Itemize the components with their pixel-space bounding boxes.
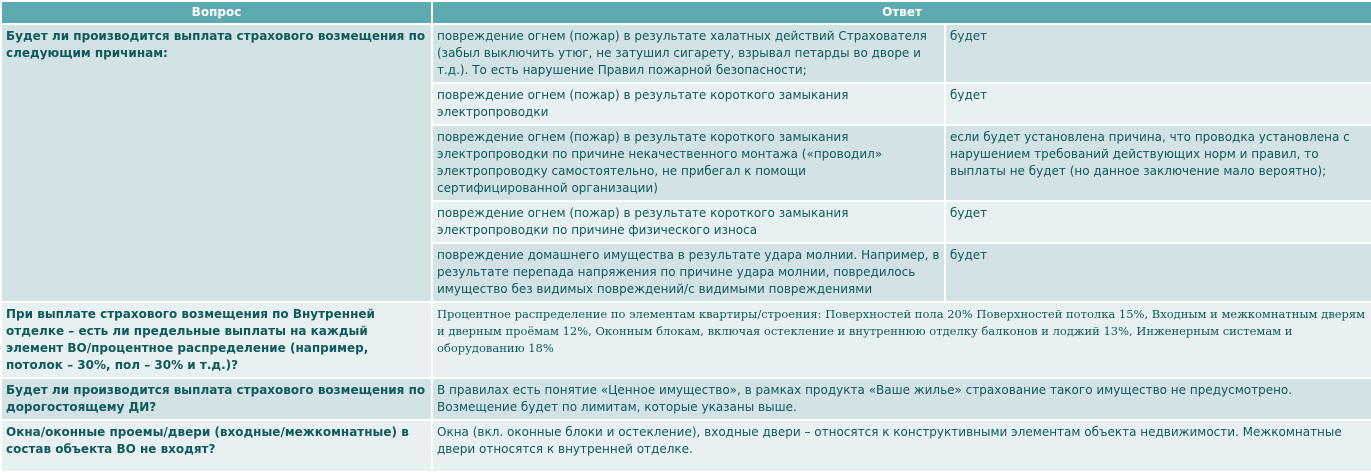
question-cell: Будет ли производится выплата страхового… [0, 23, 433, 303]
question-cell: Окна/оконные проемы/двери (входные/межко… [0, 419, 433, 473]
table-row: Окна/оконные проемы/двери (входные/межко… [0, 419, 1371, 473]
table-row: повреждение огнем (пожар) в рeзультате к… [1, 124, 1371, 202]
table-row: повреждение домашнего имущества в резуль… [1, 242, 1371, 303]
case-cell: повреждение огнем (пожар) в рeзультате к… [431, 124, 946, 202]
case-cell: повреждение домашнего имущества в резуль… [431, 242, 946, 303]
case-cell: повреждение огнем (пожар) в результате х… [431, 23, 946, 84]
answer-cell: Процентное распределение по элементам кв… [431, 301, 1371, 379]
question-cell: При выплате страхового возмещения по Вну… [0, 301, 433, 379]
answer-cell: если будет установлена причина, что пров… [944, 124, 1371, 202]
case-cell: повреждение огнем (пожар) в результате к… [431, 82, 946, 126]
question-cell: Будет ли производится выплата страхового… [0, 377, 433, 421]
answer-cell: Окна (вкл. оконные блоки и остекление), … [431, 419, 1371, 473]
table-row: повреждение огнем (пожар) в результате к… [1, 82, 1371, 126]
answer-cell: будет [944, 200, 1371, 244]
answer-cell: будет [944, 242, 1371, 303]
case-cell: повреждение огнем (пожар) в результате к… [431, 200, 946, 244]
answer-cell: В правилах есть понятие «Ценное имуществ… [431, 377, 1371, 421]
header-row: Вопрос Ответ [0, 0, 1371, 25]
header-answer: Ответ [431, 0, 1371, 25]
answer-cell: будет [944, 82, 1371, 126]
table-row: повреждение огнем (пожар) в результате к… [1, 200, 1371, 244]
table-row: Будет ли производится выплата страхового… [0, 23, 1371, 303]
table-row: При выплате страхового возмещения по Вну… [0, 301, 1371, 379]
header-question: Вопрос [0, 0, 433, 25]
answer-cell: будет [944, 23, 1371, 84]
table-row: Будет ли производится выплата страхового… [0, 377, 1371, 421]
